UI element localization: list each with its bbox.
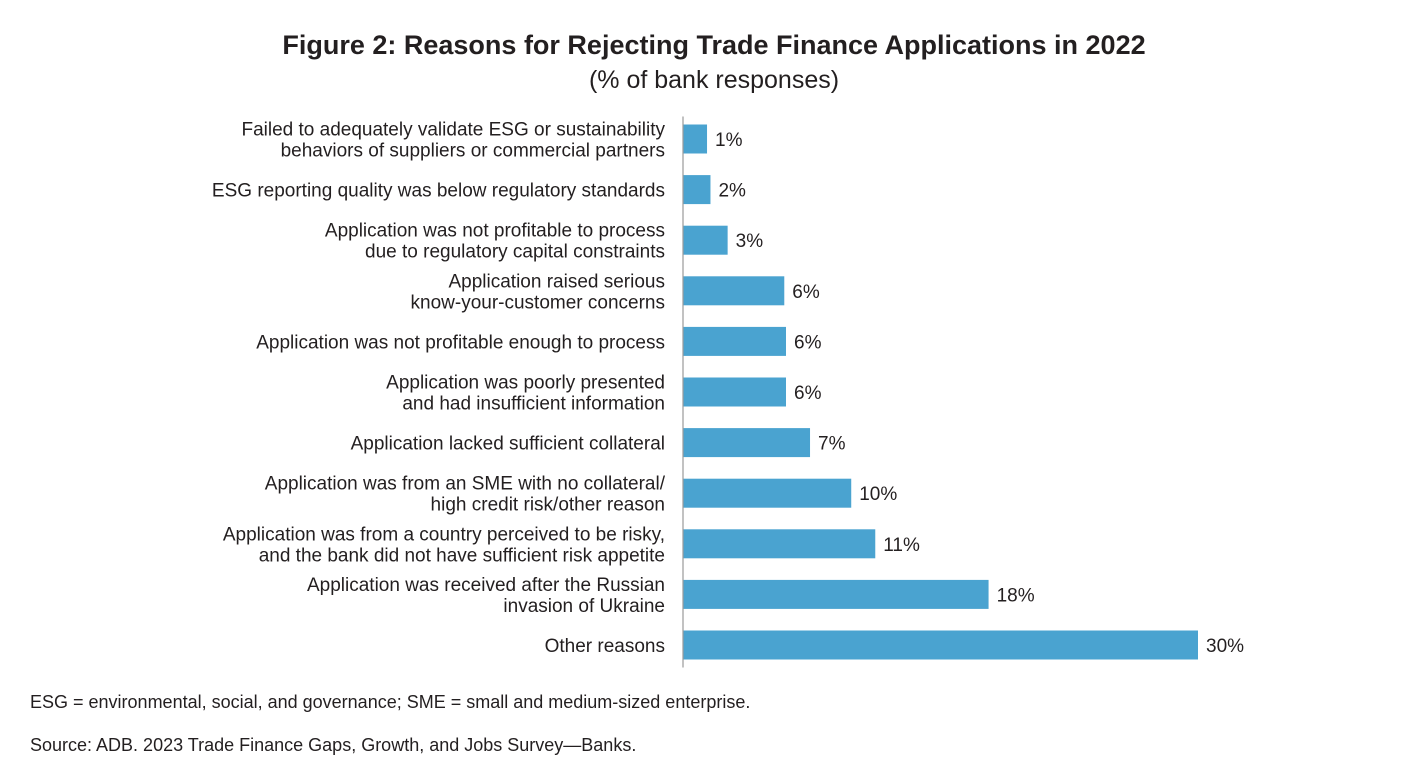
bar-chart: Failed to adequately validate ESG or sus… bbox=[212, 116, 1244, 668]
data-label: 1% bbox=[715, 130, 743, 151]
bar bbox=[683, 326, 786, 356]
source-note: Source: ADB. 2023 Trade Finance Gaps, Gr… bbox=[30, 735, 637, 755]
category-label: Other reasons bbox=[545, 636, 665, 657]
chart-title: Figure 2: Reasons for Rejecting Trade Fi… bbox=[282, 30, 1146, 60]
data-label: 6% bbox=[792, 282, 820, 303]
bar bbox=[683, 428, 811, 458]
category-label: and had insufficient information bbox=[402, 394, 665, 415]
bar bbox=[683, 579, 989, 609]
bar bbox=[683, 478, 852, 508]
data-label: 3% bbox=[736, 231, 764, 252]
category-label: Application was poorly presented bbox=[386, 373, 665, 394]
chart-subtitle: (% of bank responses) bbox=[588, 66, 840, 94]
bar bbox=[683, 529, 876, 559]
category-label: Application was received after the Russi… bbox=[307, 575, 665, 596]
data-label: 7% bbox=[818, 434, 846, 455]
category-label: Application was not profitable to proces… bbox=[325, 221, 665, 242]
category-labels-layer: Failed to adequately validate ESG or sus… bbox=[212, 120, 666, 658]
category-label: and the bank did not have sufficient ris… bbox=[259, 545, 665, 566]
category-label: ESG reporting quality was below regulato… bbox=[212, 181, 665, 202]
category-label: know-your-customer concerns bbox=[411, 292, 665, 313]
abbreviations-note: ESG = environmental, social, and governa… bbox=[30, 692, 751, 712]
bar bbox=[683, 630, 1198, 660]
category-label: behaviors of suppliers or commercial par… bbox=[281, 141, 665, 162]
category-label: Application raised serious bbox=[448, 271, 665, 292]
category-label: Application lacked sufficient collateral bbox=[351, 434, 665, 455]
data-label: 6% bbox=[794, 383, 822, 404]
category-label: Application was not profitable enough to… bbox=[256, 332, 665, 353]
bar bbox=[683, 175, 711, 205]
category-label: invasion of Ukraine bbox=[503, 596, 665, 617]
data-label: 18% bbox=[997, 585, 1035, 606]
category-label: high credit risk/other reason bbox=[431, 495, 665, 516]
data-label: 6% bbox=[794, 332, 822, 353]
bar bbox=[683, 124, 708, 154]
category-label: Application was from a country perceived… bbox=[223, 524, 665, 545]
bar bbox=[683, 225, 728, 255]
bar bbox=[683, 276, 785, 306]
category-label: due to regulatory capital constraints bbox=[365, 242, 665, 263]
category-label: Failed to adequately validate ESG or sus… bbox=[241, 120, 665, 141]
data-label: 30% bbox=[1206, 636, 1244, 657]
data-label: 10% bbox=[859, 484, 897, 505]
data-label: 2% bbox=[718, 181, 746, 202]
category-label: Application was from an SME with no coll… bbox=[265, 474, 666, 495]
bars-layer bbox=[683, 124, 1198, 660]
data-label: 11% bbox=[883, 535, 920, 556]
bar bbox=[683, 377, 786, 407]
value-labels-layer: 1% 2% 3% 6% 6% 6% 7% 10% 11% 18% 30% bbox=[715, 130, 1244, 657]
